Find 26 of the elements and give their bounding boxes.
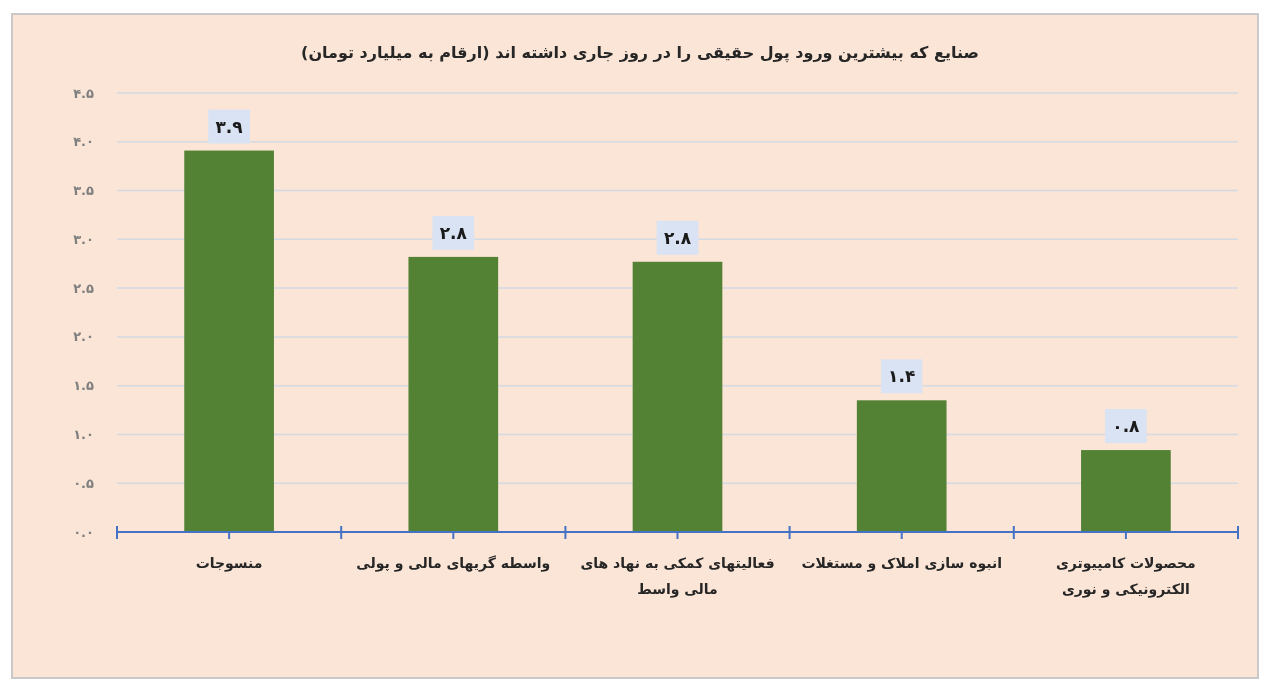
bar — [856, 400, 947, 532]
y-tick-label: ۰.۰ — [73, 524, 94, 540]
x-tick-label: محصولات کامپیوتری الکترونیکی و نوری — [1055, 554, 1197, 600]
y-tick-label: ۲.۵ — [73, 280, 95, 296]
y-tick-label: ۳.۰ — [73, 231, 94, 247]
data-label: ۲.۸ — [663, 227, 692, 248]
x-tick-label: واسطه گریهای مالی و پولی — [355, 554, 552, 574]
y-tick-label: ۴.۰ — [73, 134, 94, 150]
data-label: ۰.۸ — [1112, 416, 1141, 437]
y-tick-label: ۳.۵ — [73, 183, 95, 199]
x-tick-label: انبوه سازی املاک و مستغلات — [800, 554, 1003, 574]
y-tick-label: ۱.۰ — [73, 426, 94, 442]
bar — [632, 261, 723, 532]
chart-title: صنایع که بیشترین ورود پول حقیقی را در روز جاری داشته اند (ارقام به میلیارد تومان) — [300, 43, 980, 62]
data-label: ۲.۸ — [439, 222, 468, 243]
y-tick-label: ۲.۰ — [73, 329, 94, 345]
y-tick-label: ۱.۵ — [73, 378, 95, 394]
y-tick-label: ۰.۵ — [73, 475, 95, 491]
data-label: ۱.۴ — [888, 366, 916, 387]
x-tick-label: منسوجات — [194, 554, 264, 574]
x-tick-label: فعالیتهای کمکی به نهاد های مالی واسط — [579, 554, 776, 600]
bar — [408, 256, 499, 532]
bar — [184, 150, 274, 532]
y-tick-label: ۴.۵ — [73, 85, 95, 101]
data-label: ۳.۹ — [215, 116, 244, 137]
bar — [1081, 450, 1171, 532]
